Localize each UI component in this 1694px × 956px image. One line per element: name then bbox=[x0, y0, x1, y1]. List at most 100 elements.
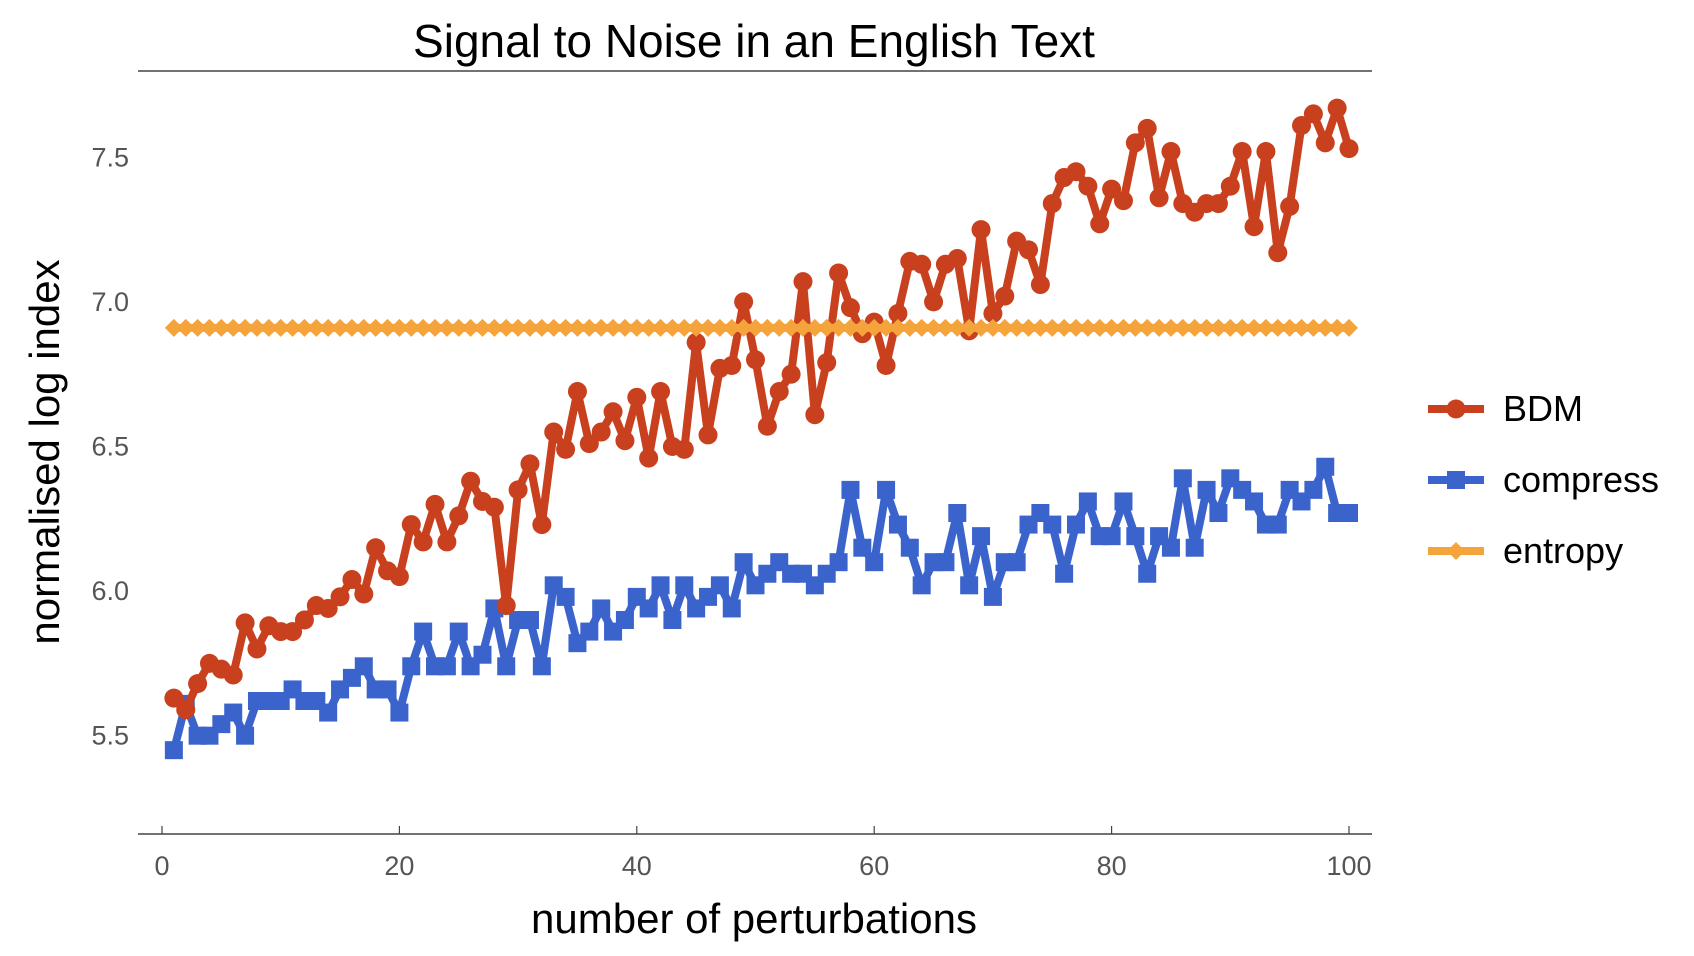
data-point-entropy bbox=[520, 318, 539, 337]
data-point-entropy bbox=[948, 318, 967, 337]
data-point-compress bbox=[734, 553, 753, 572]
data-point-compress bbox=[1114, 492, 1133, 511]
data-point-bdm bbox=[1268, 243, 1288, 263]
data-point-bdm bbox=[615, 431, 635, 451]
data-point-compress bbox=[912, 576, 931, 595]
data-point-entropy bbox=[473, 318, 492, 337]
data-point-bdm bbox=[294, 610, 314, 630]
data-point-entropy bbox=[983, 318, 1002, 337]
data-point-bdm bbox=[1256, 142, 1276, 162]
data-point-entropy bbox=[960, 318, 979, 337]
data-point-entropy bbox=[509, 318, 528, 337]
data-point-compress bbox=[960, 576, 979, 595]
data-point-entropy bbox=[1340, 318, 1358, 337]
data-point-compress bbox=[900, 538, 919, 557]
x-tick-label: 40 bbox=[622, 851, 652, 881]
data-point-entropy bbox=[378, 318, 397, 337]
data-point-entropy bbox=[888, 318, 907, 337]
data-point-entropy bbox=[639, 318, 658, 337]
data-point-entropy bbox=[1161, 318, 1180, 337]
data-point-bdm bbox=[1327, 98, 1347, 118]
data-point-compress bbox=[1102, 527, 1121, 546]
data-point-entropy bbox=[663, 318, 682, 337]
data-point-bdm bbox=[674, 439, 694, 459]
y-tick-label: 6.5 bbox=[91, 432, 129, 462]
y-tick-label: 6.0 bbox=[91, 576, 129, 606]
legend-label: entropy bbox=[1503, 530, 1623, 571]
data-point-compress bbox=[1138, 564, 1157, 583]
data-point-bdm bbox=[840, 298, 860, 318]
data-point-bdm bbox=[188, 674, 208, 694]
legend-swatch-marker bbox=[1447, 542, 1465, 560]
data-point-entropy bbox=[200, 318, 219, 337]
data-point-bdm bbox=[1315, 133, 1335, 153]
data-point-compress bbox=[473, 645, 492, 664]
data-point-compress bbox=[639, 599, 658, 618]
data-point-compress bbox=[877, 480, 896, 499]
data-point-compress bbox=[829, 553, 848, 572]
data-point-entropy bbox=[1292, 318, 1311, 337]
data-point-compress bbox=[378, 680, 397, 699]
data-point-entropy bbox=[1090, 318, 1109, 337]
data-point-entropy bbox=[746, 318, 765, 337]
data-point-entropy bbox=[1209, 318, 1228, 337]
data-point-bdm bbox=[1019, 240, 1039, 260]
data-point-entropy bbox=[1221, 318, 1240, 337]
data-point-entropy bbox=[568, 318, 587, 337]
data-point-entropy bbox=[1316, 318, 1335, 337]
data-point-compress bbox=[1340, 504, 1358, 523]
data-point-bdm bbox=[532, 515, 552, 535]
data-point-bdm bbox=[793, 272, 813, 292]
data-point-entropy bbox=[805, 318, 824, 337]
data-point-bdm bbox=[769, 382, 789, 402]
data-point-compress bbox=[532, 657, 551, 676]
data-point-entropy bbox=[1150, 318, 1169, 337]
data-point-compress bbox=[1268, 515, 1287, 534]
data-point-entropy bbox=[604, 318, 623, 337]
legend-label: compress bbox=[1503, 459, 1659, 500]
data-point-compress bbox=[354, 657, 373, 676]
data-point-entropy bbox=[817, 318, 836, 337]
legend: BDM compress entropy bbox=[1428, 388, 1659, 571]
data-point-bdm bbox=[496, 596, 516, 616]
series-line-bdm bbox=[169, 104, 1353, 714]
data-point-entropy bbox=[1043, 318, 1062, 337]
data-point-bdm bbox=[757, 416, 777, 436]
data-point-bdm bbox=[829, 263, 849, 283]
data-point-entropy bbox=[485, 318, 504, 337]
data-point-compress bbox=[1161, 538, 1180, 557]
data-point-entropy bbox=[319, 318, 338, 337]
data-point-compress bbox=[1245, 492, 1264, 511]
data-point-bdm bbox=[1161, 142, 1181, 162]
data-point-compress bbox=[449, 622, 468, 641]
data-point-compress bbox=[556, 587, 575, 606]
data-point-entropy bbox=[758, 318, 777, 337]
data-point-compress bbox=[580, 622, 599, 641]
data-point-entropy bbox=[651, 318, 670, 337]
data-point-compress bbox=[1066, 515, 1085, 534]
series-layer bbox=[164, 98, 1359, 760]
data-point-compress bbox=[663, 611, 682, 630]
data-point-entropy bbox=[414, 318, 433, 337]
data-point-entropy bbox=[877, 318, 896, 337]
data-point-compress bbox=[1304, 480, 1323, 499]
data-point-entropy bbox=[722, 318, 741, 337]
data-point-bdm bbox=[746, 350, 765, 370]
data-point-entropy bbox=[924, 318, 943, 337]
data-point-entropy bbox=[1173, 318, 1192, 337]
data-point-compress bbox=[224, 703, 243, 722]
data-point-entropy bbox=[1007, 318, 1026, 337]
data-point-bdm bbox=[603, 402, 623, 422]
data-point-bdm bbox=[805, 405, 825, 425]
data-point-bdm bbox=[330, 587, 350, 607]
data-point-bdm bbox=[1149, 188, 1169, 208]
data-point-bdm bbox=[722, 356, 742, 376]
data-point-compress bbox=[319, 703, 338, 722]
data-point-bdm bbox=[639, 448, 659, 468]
data-point-entropy bbox=[164, 318, 183, 337]
data-point-bdm bbox=[651, 382, 671, 402]
chart-title: Signal to Noise in an English Text bbox=[413, 15, 1095, 67]
data-point-entropy bbox=[283, 318, 302, 337]
data-point-bdm bbox=[686, 332, 706, 352]
